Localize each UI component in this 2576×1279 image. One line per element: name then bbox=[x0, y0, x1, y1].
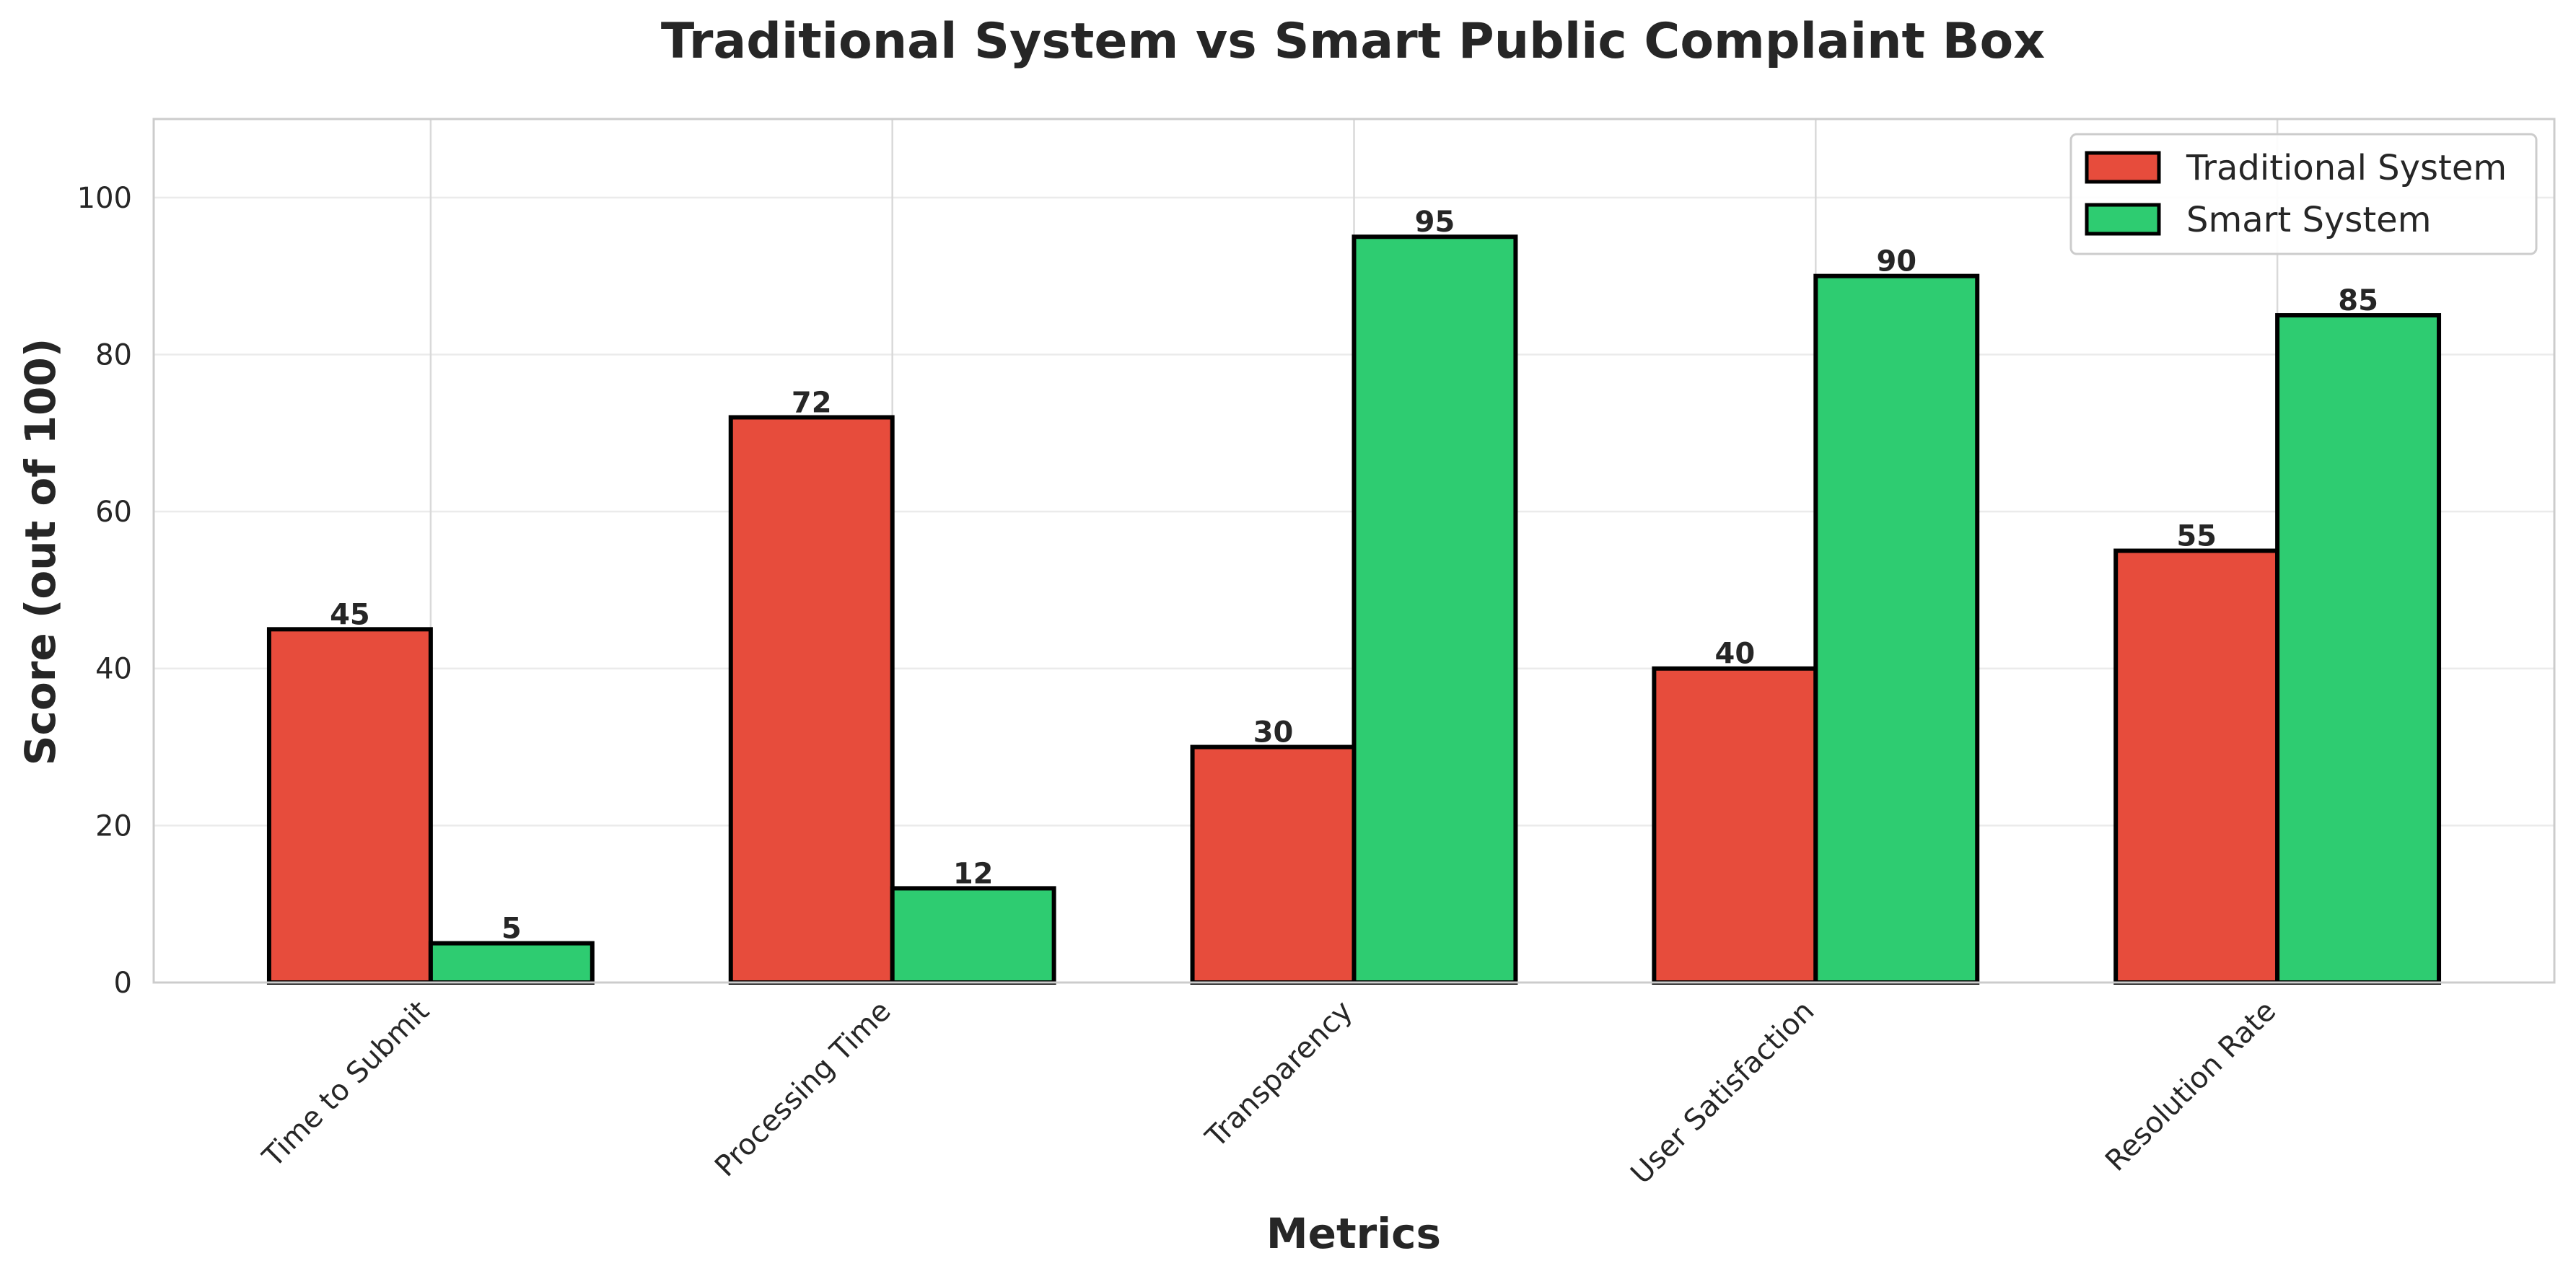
bar-smart bbox=[1813, 273, 1980, 985]
bar-smart bbox=[2275, 313, 2442, 985]
legend-box bbox=[2069, 133, 2538, 255]
y-tick-label: 20 bbox=[95, 809, 132, 843]
legend-swatch bbox=[2085, 203, 2161, 236]
y-axis-label: Score (out of 100) bbox=[16, 338, 65, 766]
bar-smart bbox=[1351, 234, 1518, 985]
chart-title: Traditional System vs Smart Public Compl… bbox=[661, 13, 2045, 70]
legend-label: Smart System bbox=[2186, 200, 2431, 240]
data-label: 30 bbox=[1253, 716, 1294, 750]
legend-label: Traditional System bbox=[2186, 148, 2507, 188]
y-tick-label: 40 bbox=[95, 653, 132, 686]
bar-smart bbox=[890, 886, 1056, 985]
legend: Traditional System Smart System bbox=[2069, 133, 2538, 255]
data-label: 72 bbox=[792, 387, 832, 420]
bar-traditional bbox=[1652, 666, 1818, 985]
x-axis-label: Metrics bbox=[1266, 1209, 1441, 1258]
bar-traditional bbox=[266, 627, 433, 985]
y-axis-ticks: 0 20 40 60 80 100 bbox=[77, 182, 132, 1000]
data-label: 5 bbox=[501, 913, 522, 946]
bar-traditional bbox=[728, 415, 895, 985]
bar-traditional bbox=[2113, 548, 2280, 985]
data-label: 45 bbox=[330, 598, 370, 631]
bars bbox=[266, 234, 2442, 985]
y-tick-label: 60 bbox=[95, 496, 132, 529]
bar-traditional bbox=[1190, 744, 1357, 985]
data-label: 12 bbox=[953, 857, 994, 890]
data-label: 95 bbox=[1415, 206, 1455, 239]
data-label: 90 bbox=[1876, 245, 1916, 278]
data-label: 55 bbox=[2176, 520, 2217, 553]
data-label: 40 bbox=[1715, 638, 1756, 671]
plot-area-frame bbox=[152, 118, 2556, 984]
y-tick-label: 100 bbox=[77, 182, 132, 215]
data-label: 85 bbox=[2338, 284, 2378, 317]
legend-swatch bbox=[2085, 151, 2161, 184]
y-tick-label: 80 bbox=[95, 338, 132, 372]
y-tick-label: 0 bbox=[114, 967, 132, 1000]
bar-smart bbox=[428, 941, 595, 985]
